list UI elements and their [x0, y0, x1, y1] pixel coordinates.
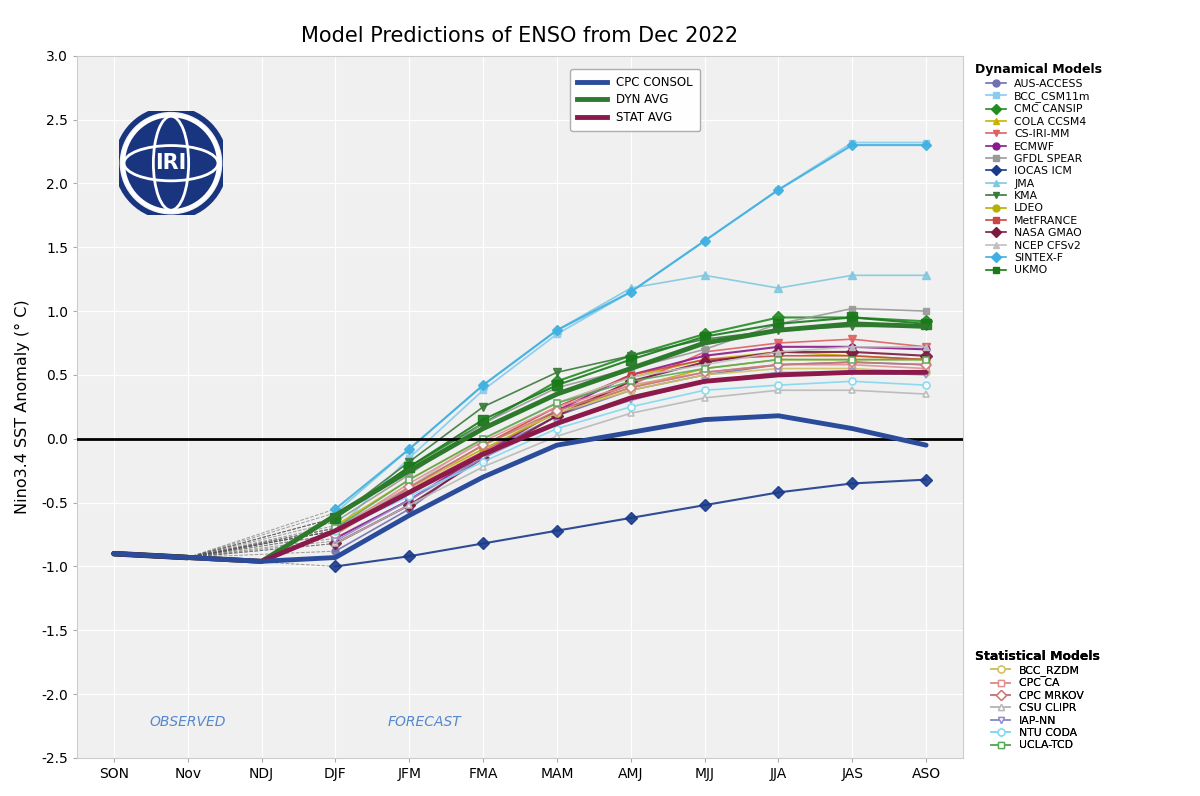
Y-axis label: Nino3.4 SST Anomaly (° C): Nino3.4 SST Anomaly (° C)	[14, 299, 30, 514]
Circle shape	[124, 116, 218, 210]
Legend: BCC_RZDM, CPC CA, CPC MRKOV, CSU CLIPR, IAP-NN, NTU CODA, UCLA-TCD: BCC_RZDM, CPC CA, CPC MRKOV, CSU CLIPR, …	[973, 648, 1102, 752]
Text: OBSERVED: OBSERVED	[150, 715, 226, 729]
Title: Model Predictions of ENSO from Dec 2022: Model Predictions of ENSO from Dec 2022	[301, 25, 738, 46]
Text: FORECAST: FORECAST	[388, 715, 461, 729]
Text: IRI: IRI	[155, 153, 187, 174]
